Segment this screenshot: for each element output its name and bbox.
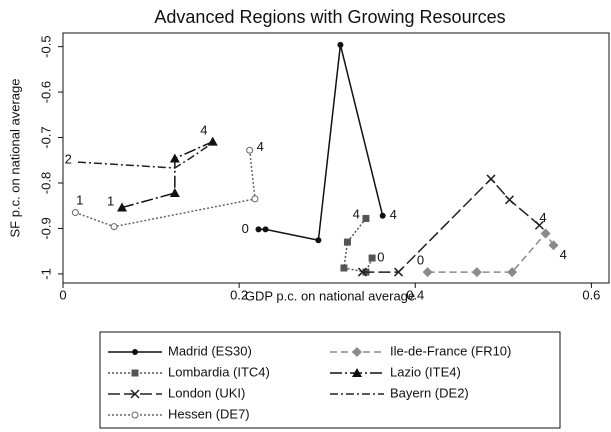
marker — [207, 136, 218, 146]
marker — [507, 267, 518, 278]
marker — [110, 223, 118, 231]
legend-marker — [132, 349, 138, 355]
legend-marker — [131, 369, 139, 377]
marker — [486, 174, 496, 184]
x-tick-label: 0.6 — [582, 287, 600, 302]
marker — [337, 41, 344, 48]
marker — [422, 267, 433, 278]
marker — [262, 226, 269, 233]
point-label: 1 — [107, 194, 114, 209]
marker — [343, 238, 351, 246]
series-line — [362, 177, 540, 273]
legend-marker — [352, 347, 362, 357]
marker — [169, 153, 180, 163]
x-tick-label: 0.4 — [406, 287, 424, 302]
series-line — [258, 44, 384, 242]
legend-label: Lombardia (ITC4) — [168, 364, 270, 379]
legend-marker — [352, 368, 362, 377]
marker — [340, 264, 348, 272]
marker — [534, 220, 544, 230]
y-tick-label: -1 — [38, 268, 53, 280]
series-line — [121, 140, 214, 209]
point-label: 0 — [377, 249, 384, 264]
x-tick-label: 0.2 — [230, 287, 248, 302]
marker — [255, 226, 262, 233]
marker — [393, 267, 404, 277]
y-tick-label: -0.7 — [38, 126, 53, 148]
legend-marker — [130, 389, 140, 399]
marker — [71, 209, 79, 217]
y-tick-label: -0.9 — [38, 217, 53, 239]
legend-label: Lazio (ITE4) — [390, 364, 461, 379]
series-line — [77, 144, 210, 169]
legend-label: Hessen (DE7) — [168, 406, 250, 421]
y-tick-label: -0.5 — [38, 35, 53, 57]
series-line — [427, 232, 555, 273]
marker — [315, 237, 322, 244]
point-label: 4 — [390, 207, 397, 222]
point-label: 4 — [539, 210, 546, 225]
y-axis-label: SF p.c. on national average — [7, 79, 22, 238]
series-line — [75, 150, 256, 228]
legend-label: Madrid (ES30) — [168, 343, 252, 358]
x-tick-label: 0 — [59, 287, 66, 302]
marker — [540, 228, 551, 239]
point-label: 4 — [200, 123, 207, 138]
chart-title: Advanced Regions with Growing Resources — [154, 7, 505, 27]
point-label: 1 — [76, 193, 83, 208]
legend-label: Ile-de-France (FR10) — [390, 343, 511, 358]
marker — [548, 240, 559, 251]
marker — [251, 195, 259, 203]
marker — [368, 254, 376, 262]
legend-marker — [131, 411, 139, 419]
legend-box — [99, 331, 561, 429]
legend-label: London (UKI) — [168, 385, 245, 400]
marker — [504, 195, 515, 205]
y-tick-label: -0.8 — [38, 172, 53, 194]
legend-label: Bayern (DE2) — [390, 385, 469, 400]
point-label: 0 — [417, 253, 424, 268]
marker — [379, 212, 386, 219]
marker — [357, 267, 367, 277]
marker — [117, 202, 128, 212]
point-label: 2 — [65, 152, 72, 167]
x-axis-label: GDP p.c. on national average — [245, 288, 415, 303]
point-label: 4 — [560, 247, 567, 262]
marker — [246, 146, 254, 154]
plot-frame — [62, 32, 610, 284]
point-label: 4 — [257, 139, 264, 154]
point-label: 4 — [353, 206, 360, 221]
marker — [169, 188, 180, 197]
point-label: 0 — [242, 221, 249, 236]
marker — [362, 214, 370, 222]
marker — [471, 267, 482, 278]
y-tick-label: -0.6 — [38, 81, 53, 103]
